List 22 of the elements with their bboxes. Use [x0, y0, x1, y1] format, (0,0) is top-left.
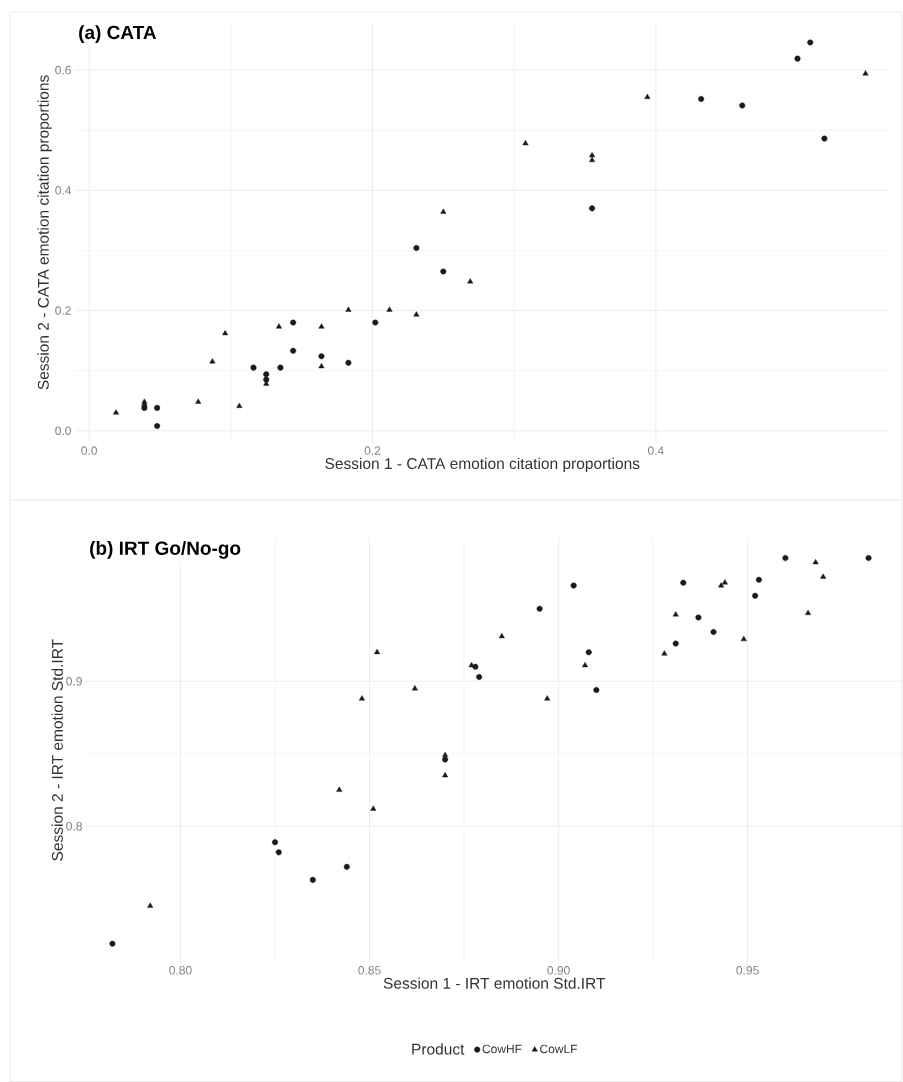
legend-label: CowHF: [482, 1044, 522, 1054]
y-tick-label: 0.8: [66, 822, 82, 831]
legend-title: Product: [412, 1043, 465, 1055]
y-axis-title: Session 2 - IRT emotion Std.IRT: [51, 639, 63, 861]
x-tick-label: 0.80: [169, 966, 192, 975]
x-tick-label: 0.95: [736, 966, 759, 975]
y-tick-label: 0.9: [66, 677, 82, 686]
y-tick-label: 0.6: [55, 65, 71, 75]
legend-label: CowLF: [540, 1044, 578, 1054]
x-tick-label: 0.85: [358, 966, 381, 975]
x-tick-label: 0.0: [81, 446, 98, 455]
x-tick-label: 0.90: [547, 966, 570, 975]
x-axis-title: Session 1 - CATA emotion citation proportions: [325, 457, 640, 473]
y-tick-label: 0.0: [55, 426, 71, 436]
x-axis-title: Session 1 - IRT emotion Std.IRT: [383, 977, 606, 989]
y-axis-title: Session 2 - CATA emotion citation proportions: [37, 75, 52, 390]
x-tick-label: 0.2: [364, 446, 381, 455]
y-tick-label: 0.2: [55, 306, 71, 315]
y-tick-label: 0.4: [55, 186, 72, 195]
chart-title: (a) CATA: [79, 25, 157, 43]
x-tick-label: 0.4: [647, 446, 664, 455]
chart-title: (b) IRT Go/No-go: [90, 540, 241, 559]
